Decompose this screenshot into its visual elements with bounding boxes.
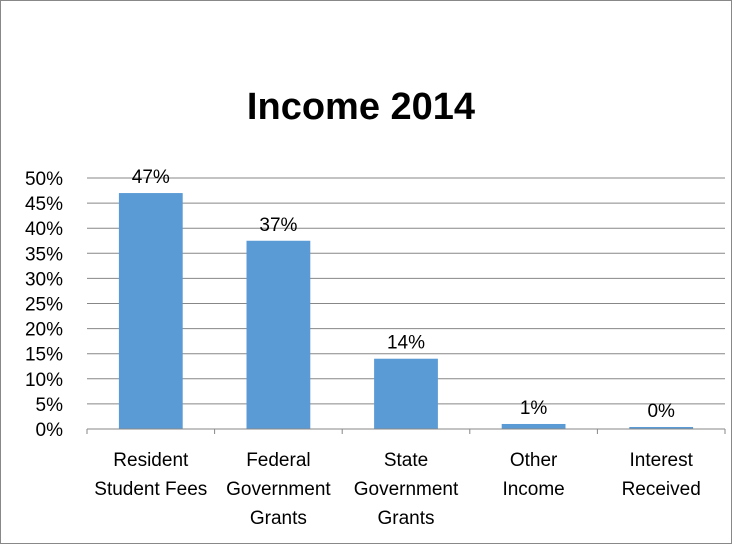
data-label: 37%	[259, 215, 297, 236]
gridlines	[87, 177, 725, 405]
y-tick-label: 25%	[25, 295, 63, 316]
x-tick-label: Interest Received	[622, 450, 701, 500]
y-tick-label: 20%	[25, 320, 63, 341]
bar	[501, 423, 566, 429]
y-tick-label: 30%	[25, 269, 63, 290]
x-tick-label: Federal Government Grants	[226, 450, 331, 529]
x-tick-label: State Government Grants	[354, 450, 459, 529]
y-tick-label: 45%	[25, 194, 63, 215]
bars	[86, 193, 726, 434]
data-label: 14%	[387, 333, 425, 354]
y-tick-label: 35%	[25, 244, 63, 265]
bar	[118, 193, 183, 429]
chart-title: Income 2014	[247, 86, 475, 128]
y-tick-label: 5%	[36, 395, 64, 416]
y-tick-label: 10%	[25, 370, 63, 391]
data-label: 1%	[520, 398, 548, 419]
bar	[374, 358, 438, 429]
y-tick-label: 15%	[25, 345, 63, 366]
bar	[629, 426, 694, 429]
y-tick-label: 40%	[25, 219, 63, 240]
y-tick-label: 0%	[36, 420, 64, 441]
bar	[246, 240, 311, 429]
x-tick-label: Resident Student Fees	[94, 450, 207, 500]
data-labels: 47% 37% 14% 1% 0%	[132, 167, 675, 422]
x-axis-tick-labels: Resident Student Fees Federal Government Gra…	[94, 450, 701, 529]
y-axis-tick-labels: 0% 5% 10% 15% 20% 25% 30% 35% 40% 45% 50%	[25, 169, 63, 441]
data-label: 0%	[647, 401, 675, 422]
x-tick-label: Other Income	[502, 450, 564, 500]
data-label: 47%	[132, 167, 170, 188]
y-tick-label: 50%	[25, 169, 63, 190]
